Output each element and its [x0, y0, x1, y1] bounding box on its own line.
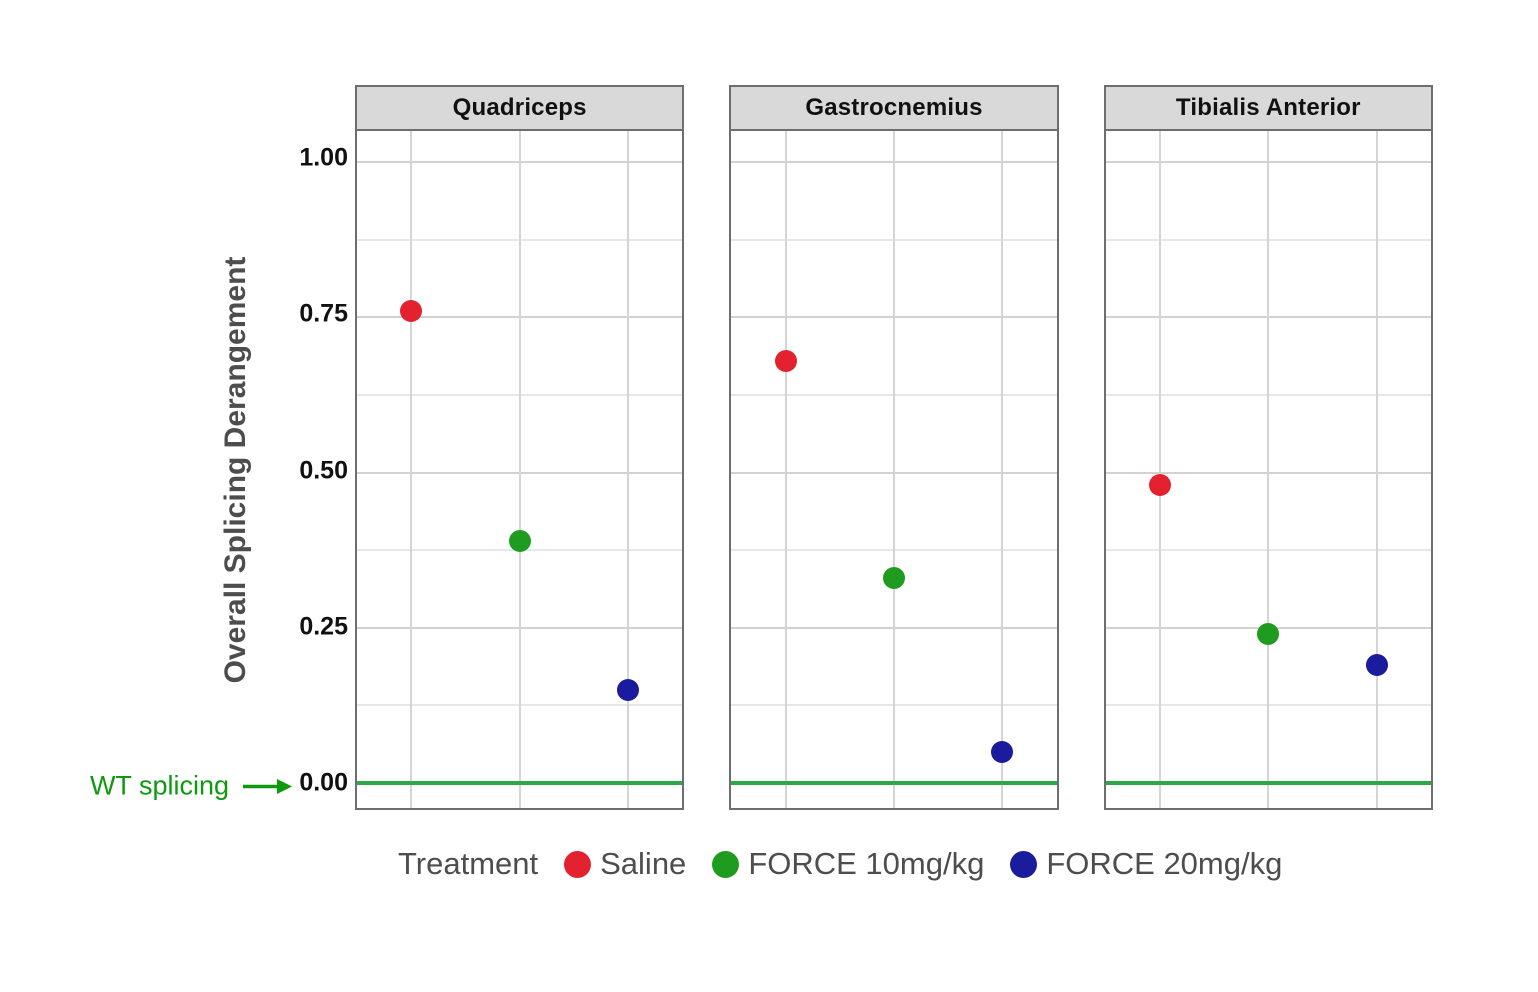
vertical-gridline — [1267, 131, 1270, 808]
data-point — [1365, 654, 1388, 676]
legend-color-dot — [712, 850, 740, 878]
data-point — [508, 529, 531, 552]
right-arrow-icon — [243, 778, 292, 794]
legend-title: Treatment — [398, 846, 539, 881]
y-tick-label: 0.50 — [299, 456, 348, 485]
vertical-gridline — [784, 131, 787, 808]
facet-plot-area — [1103, 131, 1433, 810]
facet-panels: Quadriceps Gastrocnemius Tibialis Anterior — [355, 85, 1433, 810]
wt-reference-line — [1105, 781, 1431, 785]
vertical-gridline — [892, 131, 895, 808]
facet-header: Quadriceps — [355, 85, 685, 131]
facet-panel: Tibialis Anterior — [1103, 85, 1433, 810]
legend-item: Saline — [564, 846, 686, 882]
legend-items: Saline FORCE 10mg/kg FORCE 20mg/kg — [564, 846, 1282, 882]
legend-color-dot — [1010, 850, 1038, 878]
vertical-gridline — [410, 131, 413, 808]
legend-item-label: FORCE 10mg/kg — [748, 846, 985, 881]
legend-color-dot — [564, 850, 592, 878]
y-tick-label: 0.25 — [299, 612, 348, 641]
legend-item-label: FORCE 20mg/kg — [1046, 846, 1283, 881]
wt-splicing-annotation: WT splicing — [55, 771, 293, 802]
y-tick-label: 1.00 — [299, 143, 348, 172]
vertical-gridline — [1001, 131, 1004, 808]
wt-reference-line — [357, 781, 683, 785]
facet-panel: Gastrocnemius — [729, 85, 1059, 810]
facet-header: Tibialis Anterior — [1103, 85, 1433, 131]
facet-panel: Quadriceps — [355, 85, 685, 810]
wt-splicing-label: WT splicing — [89, 770, 229, 801]
facet-header: Gastrocnemius — [729, 85, 1059, 131]
facet-plot-area — [355, 131, 685, 810]
data-point — [991, 740, 1014, 763]
vertical-gridline — [627, 131, 630, 808]
data-point — [774, 349, 797, 372]
y-axis-tick-labels: 1.00 0.75 0.50 0.25 0.00 — [236, 127, 348, 808]
facet-plot-area — [729, 131, 1059, 810]
wt-reference-line — [731, 781, 1057, 785]
data-point — [1257, 622, 1280, 645]
data-point — [400, 300, 423, 323]
y-tick-label: 0.75 — [299, 299, 348, 328]
y-tick-label: 0.00 — [299, 768, 348, 797]
treatment-legend: Treatment Saline FORCE 10mg/kg FORCE 20mg/… — [398, 846, 1282, 882]
legend-item-label: Saline — [600, 846, 687, 881]
data-point — [882, 567, 905, 590]
legend-item: FORCE 10mg/kg — [712, 846, 984, 882]
vertical-gridline — [518, 131, 521, 808]
data-point — [617, 678, 640, 701]
vertical-gridline — [1375, 131, 1378, 808]
data-point — [1148, 473, 1171, 496]
legend-item: FORCE 20mg/kg — [1010, 846, 1282, 882]
vertical-gridline — [1158, 131, 1161, 808]
